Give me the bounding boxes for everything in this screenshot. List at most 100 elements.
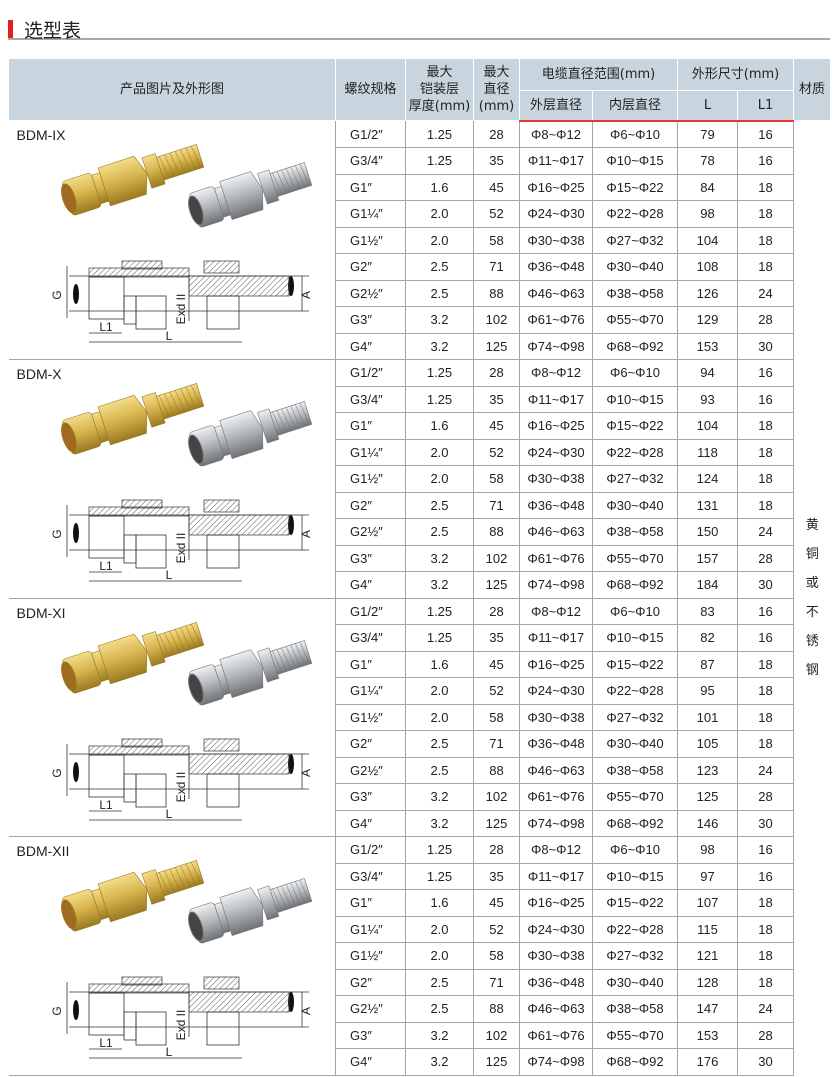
header-material: 材质: [793, 58, 832, 121]
inner-dia-cell: Φ10~Φ15: [591, 147, 679, 175]
table-row: G3″ 3.2 102 Φ61~Φ76 Φ55~Φ70 157 28: [9, 544, 831, 572]
L1-cell: 18: [737, 465, 795, 493]
max-diameter-cell: 28: [473, 359, 520, 387]
max-diameter-cell: 125: [473, 571, 520, 599]
outer-dia-cell: Φ24~Φ30: [519, 438, 593, 466]
table-row: G1¼″ 2.0 52 Φ24~Φ30 Φ22~Φ28 118 18: [9, 438, 831, 466]
max-diameter-cell: 88: [473, 518, 520, 546]
table-row: G1¼″ 2.0 52 Φ24~Φ30 Φ22~Φ28 98 18: [9, 200, 831, 228]
max-diameter-cell: 102: [473, 544, 520, 572]
inner-dia-cell: Φ10~Φ15: [591, 385, 679, 413]
header-L: L: [677, 90, 739, 122]
L1-cell: 28: [737, 306, 795, 334]
L1-cell: 18: [737, 915, 795, 943]
armor-cell: 2.0: [405, 438, 474, 466]
armor-cell: 1.6: [405, 889, 474, 917]
inner-dia-cell: Φ27~Φ32: [591, 703, 679, 731]
armor-cell: 1.25: [405, 359, 474, 387]
armor-cell: 1.25: [405, 385, 474, 413]
L-cell: 93: [677, 385, 739, 413]
L-cell: 128: [677, 968, 739, 996]
max-diameter-cell: 45: [473, 650, 520, 678]
L1-cell: 18: [737, 703, 795, 731]
outer-dia-cell: Φ36~Φ48: [519, 491, 593, 519]
L1-cell: 24: [737, 518, 795, 546]
product-cell: G L1 L Exd II A BDM-IX: [8, 120, 336, 360]
material-char: 或: [805, 576, 819, 591]
outer-dia-cell: Φ36~Φ48: [519, 968, 593, 996]
inner-dia-cell: Φ68~Φ92: [591, 571, 679, 599]
table-row: G4″ 3.2 125 Φ74~Φ98 Φ68~Φ92 184 30: [9, 571, 831, 599]
L-cell: 118: [677, 438, 739, 466]
label-L: L: [165, 807, 172, 821]
outer-dia-cell: Φ61~Φ76: [519, 544, 593, 572]
armor-cell: 1.25: [405, 147, 474, 175]
outer-dia-cell: Φ30~Φ38: [519, 942, 593, 970]
inner-dia-cell: Φ27~Φ32: [591, 465, 679, 493]
inner-dia-cell: Φ30~Φ40: [591, 968, 679, 996]
L-cell: 157: [677, 544, 739, 572]
L-cell: 147: [677, 995, 739, 1023]
outer-dia-cell: Φ74~Φ98: [519, 809, 593, 837]
table-row: G L1 L Exd II A BDM-XI G1/2″ 1.25 28 Φ8~Φ12 Φ6~Φ10…: [8, 597, 831, 837]
table-row: G1″ 1.6 45 Φ16~Φ25 Φ15~Φ22 104 18: [9, 412, 831, 440]
table-row: G2½″ 2.5 88 Φ46~Φ63 Φ38~Φ58 147 24: [9, 995, 831, 1023]
outer-dia-cell: Φ24~Φ30: [519, 915, 593, 943]
inner-dia-cell: Φ68~Φ92: [591, 1048, 679, 1076]
brass-fitting-image: [60, 621, 204, 693]
label-A: A: [299, 1007, 313, 1015]
max-diameter-cell: 71: [473, 730, 520, 758]
outer-dia-cell: Φ16~Φ25: [519, 173, 593, 201]
inner-dia-cell: Φ15~Φ22: [591, 650, 679, 678]
header-thread: 螺纹规格: [335, 58, 406, 121]
material-char: 黄: [805, 518, 819, 533]
outer-dia-cell: Φ46~Φ63: [519, 756, 593, 784]
L1-cell: 30: [737, 809, 795, 837]
max-diameter-cell: 102: [473, 1021, 520, 1049]
thread-cell: G1½″: [335, 942, 406, 970]
L-cell: 129: [677, 306, 739, 334]
max-diameter-cell: 58: [473, 226, 520, 254]
armor-cell: 2.5: [405, 518, 474, 546]
armor-cell: 1.25: [405, 120, 474, 148]
max-diameter-cell: 71: [473, 253, 520, 281]
inner-dia-cell: Φ38~Φ58: [591, 518, 679, 546]
L-cell: 121: [677, 942, 739, 970]
L-cell: 83: [677, 597, 739, 625]
page-title: 选型表: [24, 20, 82, 42]
inner-dia-cell: Φ10~Φ15: [591, 624, 679, 652]
max-diameter-cell: 35: [473, 862, 520, 890]
inner-dia-cell: Φ22~Φ28: [591, 438, 679, 466]
table-row: G2″ 2.5 71 Φ36~Φ48 Φ30~Φ40 128 18: [9, 968, 831, 996]
thread-cell: G4″: [335, 332, 406, 360]
max-diameter-cell: 88: [473, 756, 520, 784]
thread-cell: G2″: [335, 253, 406, 281]
outer-dia-cell: Φ46~Φ63: [519, 518, 593, 546]
max-diameter-cell: 35: [473, 624, 520, 652]
max-diameter-cell: 125: [473, 332, 520, 360]
max-diameter-cell: 52: [473, 915, 520, 943]
inner-dia-cell: Φ6~Φ10: [591, 836, 679, 864]
armor-cell: 2.5: [405, 491, 474, 519]
armor-cell: 3.2: [405, 332, 474, 360]
table-row: G L1 L Exd II A BDM-IX G1/2″ 1.25 28 Φ8~Φ12 Φ6~Φ10…: [8, 120, 831, 1075]
label-L1: L1: [99, 559, 113, 573]
outer-dia-cell: Φ8~Φ12: [519, 597, 593, 625]
max-diameter-cell: 52: [473, 677, 520, 705]
L-cell: 79: [677, 120, 739, 148]
outer-dia-cell: Φ24~Φ30: [519, 200, 593, 228]
inner-dia-cell: Φ27~Φ32: [591, 942, 679, 970]
L-cell: 107: [677, 889, 739, 917]
thread-cell: G1½″: [335, 226, 406, 254]
inner-dia-cell: Φ38~Φ58: [591, 995, 679, 1023]
L-cell: 123: [677, 756, 739, 784]
label-exd: Exd II: [174, 1010, 188, 1041]
table-row: G3″ 3.2 102 Φ61~Φ76 Φ55~Φ70 153 28: [9, 1021, 831, 1049]
header-inner-dia: 内层直径: [591, 90, 679, 122]
header-dims: 外形尺寸(mm): [677, 58, 795, 91]
label-L: L: [165, 1045, 172, 1059]
L-cell: 101: [677, 703, 739, 731]
L1-cell: 28: [737, 783, 795, 811]
